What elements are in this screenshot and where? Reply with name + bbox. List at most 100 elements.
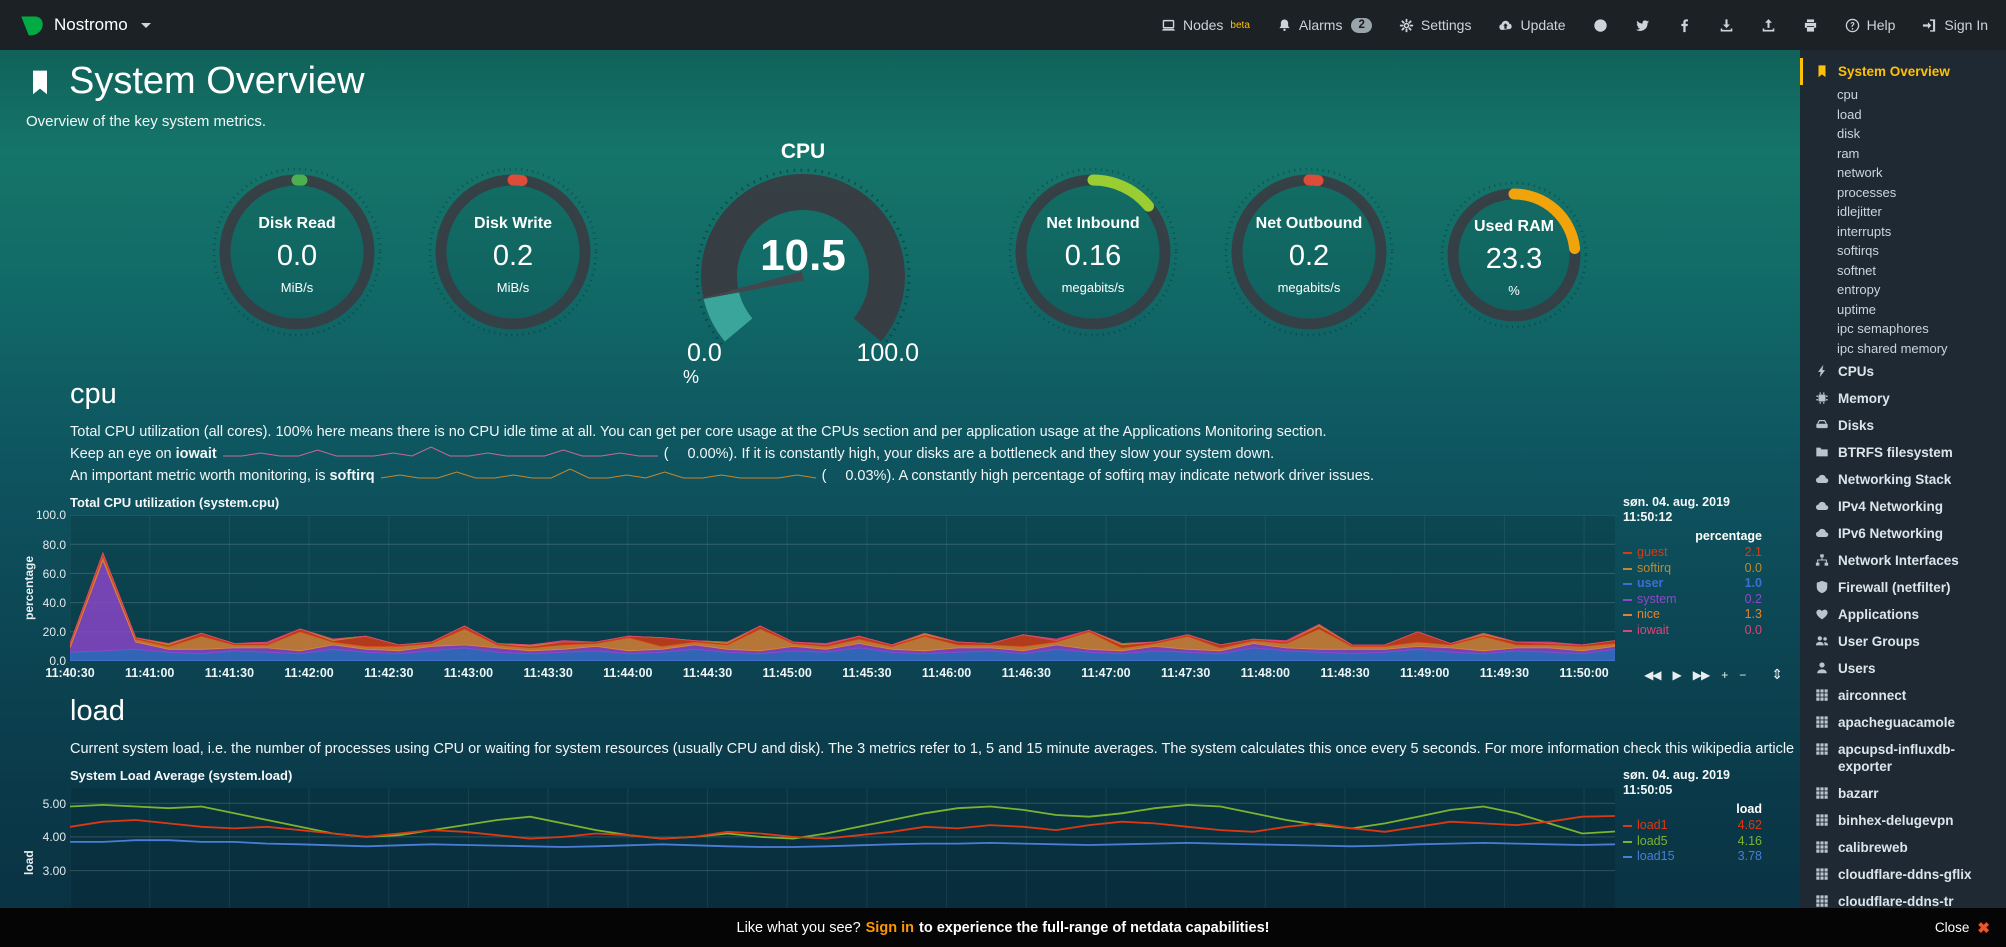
sidebar-subitem-load[interactable]: load — [1837, 106, 1862, 122]
zoom-in-button[interactable]: + — [1721, 667, 1728, 682]
gauge-title: Disk Write — [474, 214, 552, 232]
main-content: System Overview Overview of the key syst… — [0, 50, 1800, 947]
nav-nodes-label: Nodes — [1182, 17, 1224, 33]
sidebar-subitem-processes[interactable]: processes — [1837, 184, 1897, 200]
sidebar-item-bazarr[interactable]: bazarr — [1800, 780, 2006, 807]
sidebar-subitem-ipc-shared-memory[interactable]: ipc shared memory — [1837, 340, 1948, 356]
sidebar-item-applications[interactable]: Applications — [1800, 601, 2006, 628]
sidebar-subitem-network[interactable]: network — [1837, 165, 1883, 180]
nav-github[interactable] — [1593, 18, 1608, 33]
gauge-cpu[interactable]: CPU 10.5 0.0 100.0% — [643, 140, 963, 387]
zoom-out-button[interactable]: − — [1739, 667, 1746, 682]
sidebar-item-memory[interactable]: Memory — [1800, 385, 2006, 412]
sidebar-subitem-softnet[interactable]: softnet — [1837, 262, 1877, 278]
gauge-used_ram[interactable]: Used RAM 23.3% — [1439, 180, 1589, 335]
signin-link[interactable]: Sign in — [865, 919, 914, 936]
nav-upload[interactable] — [1761, 18, 1776, 33]
sidebar-item-cloudflare-ddns-gflix[interactable]: cloudflare-ddns-gflix — [1800, 861, 2006, 888]
nav-download[interactable] — [1719, 18, 1734, 33]
legend-item-guest[interactable]: guest 2.1 — [1623, 545, 1788, 561]
x-tick-label: 11:44:00 — [603, 666, 653, 681]
nav-print[interactable] — [1803, 18, 1818, 33]
legend-item-iowait[interactable]: iowait 0.0 — [1623, 623, 1788, 639]
beta-badge: beta — [1230, 20, 1250, 31]
legend-item-load15[interactable]: load15 3.78 — [1623, 849, 1788, 865]
sidebar-item-users[interactable]: Users — [1800, 655, 2006, 682]
sidebar-item-networking-stack[interactable]: Networking Stack — [1800, 466, 2006, 493]
legend-item-load5[interactable]: load5 4.16 — [1623, 834, 1788, 850]
sidebar-subitem-cpu[interactable]: cpu — [1837, 87, 1858, 102]
gauge-disk_write[interactable]: Disk Write 0.2 MiB/s — [427, 166, 599, 343]
sparkline-iowait[interactable] — [222, 443, 658, 465]
legend-item-system[interactable]: system 0.2 — [1623, 592, 1788, 608]
gauge-cpu-value: 10.5 — [760, 231, 846, 280]
nav-update[interactable]: Update — [1498, 17, 1566, 33]
pan-right-button[interactable]: ▶▶ — [1692, 667, 1710, 682]
section-cpu-heading: cpu — [70, 378, 117, 410]
signin-banner: Like what you see? Sign in to experience… — [0, 908, 2006, 947]
sidebar-subitem-interrupts[interactable]: interrupts — [1837, 223, 1892, 239]
sidebar-subitem-entropy[interactable]: entropy — [1837, 282, 1881, 297]
sidebar-subitem-ipc-semaphores[interactable]: ipc semaphores — [1837, 321, 1929, 336]
legend-time: 11:50:05 — [1623, 783, 1673, 798]
sidebar-item-btrfs-filesystem[interactable]: BTRFS filesystem — [1800, 439, 2006, 466]
pan-left-button[interactable]: ◀◀ — [1644, 667, 1661, 682]
nav-nodes[interactable]: Nodes beta — [1161, 17, 1250, 33]
nav-help[interactable]: Help — [1845, 17, 1895, 33]
bookmark-icon — [1815, 64, 1829, 78]
sitemap-icon — [1815, 553, 1829, 567]
sidebar-subitem-uptime[interactable]: uptime — [1837, 301, 1877, 317]
legend-item-softirq[interactable]: softirq 0.0 — [1623, 561, 1788, 577]
gauge-cpu-unit: % — [683, 367, 700, 387]
resize-button[interactable]: ⇕ — [1771, 666, 1783, 683]
sidebar-item-cpus[interactable]: CPUs — [1800, 358, 2006, 385]
nav-facebook[interactable] — [1677, 18, 1692, 33]
brand-menu[interactable]: Nostromo — [18, 12, 151, 38]
plot-area[interactable] — [70, 515, 1615, 662]
x-tick-label: 11:41:00 — [125, 666, 175, 681]
sidebar-subitem-disk[interactable]: disk — [1837, 126, 1861, 141]
sidebar-item-calibreweb[interactable]: calibreweb — [1800, 834, 2006, 861]
nav-update-label: Update — [1520, 17, 1566, 33]
netdata-logo-icon — [18, 12, 44, 38]
gauge-disk_read[interactable]: Disk Read 0.0 MiB/s — [211, 166, 383, 343]
sidebar-item-apacheguacamole[interactable]: apacheguacamole — [1800, 709, 2006, 736]
sidebar-subitem-softirqs[interactable]: softirqs — [1837, 243, 1879, 258]
sidebar-item-binhex-delugevpn[interactable]: binhex-delugevpn — [1800, 807, 2006, 834]
nav-alarms-label: Alarms — [1298, 17, 1343, 33]
legend-date: søn. 04. aug. 2019 — [1623, 768, 1730, 783]
legend-item-user[interactable]: user 1.0 — [1623, 576, 1788, 592]
y-tick-label: 5.00 — [42, 796, 66, 811]
legend-item-load1[interactable]: load1 4.62 — [1623, 818, 1788, 834]
sidebar-item-user-groups[interactable]: User Groups — [1800, 628, 2006, 655]
x-tick-label: 11:47:00 — [1081, 666, 1131, 681]
nav-alarms[interactable]: Alarms 2 — [1277, 17, 1372, 33]
sidebar-item-airconnect[interactable]: airconnect — [1800, 682, 2006, 709]
section-cpu-description: Total CPU utilization (all cores). 100% … — [70, 421, 1800, 487]
sparkline-softirq[interactable] — [380, 465, 816, 487]
gauge-net_outbound[interactable]: Net Outbound 0.2 megabits/s — [1223, 166, 1395, 343]
sidebar-item-apcupsd-influxdb-exporter[interactable]: apcupsd-influxdb-exporter — [1800, 736, 2006, 780]
sidebar-item-system-overview[interactable]: System Overview — [1800, 58, 2006, 85]
sidebar-item-ipv4-networking[interactable]: IPv4 Networking — [1800, 493, 2006, 520]
sidebar-subitem-ram[interactable]: ram — [1837, 145, 1860, 161]
nav-twitter[interactable] — [1635, 18, 1650, 33]
gauge-net_inbound[interactable]: Net Inbound 0.16 megabits/s — [1007, 166, 1179, 343]
gauge-ring — [1008, 167, 1178, 337]
sidebar-item-cloudflare-ddns-tr[interactable]: cloudflare-ddns-tr — [1800, 888, 2006, 915]
sidebar-item-ipv6-networking[interactable]: IPv6 Networking — [1800, 520, 2006, 547]
bolt-icon — [1815, 364, 1829, 378]
sidebar-subitem-idlejitter[interactable]: idlejitter — [1837, 204, 1882, 219]
gauge-title: Disk Read — [258, 214, 336, 232]
close-banner-button[interactable]: Close ✖ — [1935, 919, 1990, 937]
legend-item-nice[interactable]: nice 1.3 — [1623, 607, 1788, 623]
y-tick-label: 60.0 — [42, 566, 66, 581]
sidebar-item-disks[interactable]: Disks — [1800, 412, 2006, 439]
nav-signin[interactable]: Sign In — [1922, 17, 1988, 33]
sidebar-item-firewall-netfilter[interactable]: Firewall (netfilter) — [1800, 574, 2006, 601]
play-button[interactable]: ▶ — [1672, 667, 1682, 682]
chart-system.cpu[interactable]: Total CPU utilization (system.cpu) percen… — [20, 495, 1788, 685]
sidebar-item-network-interfaces[interactable]: Network Interfaces — [1800, 547, 2006, 574]
nav-settings[interactable]: Settings — [1399, 17, 1471, 33]
y-tick-label: 100.0 — [35, 508, 66, 523]
